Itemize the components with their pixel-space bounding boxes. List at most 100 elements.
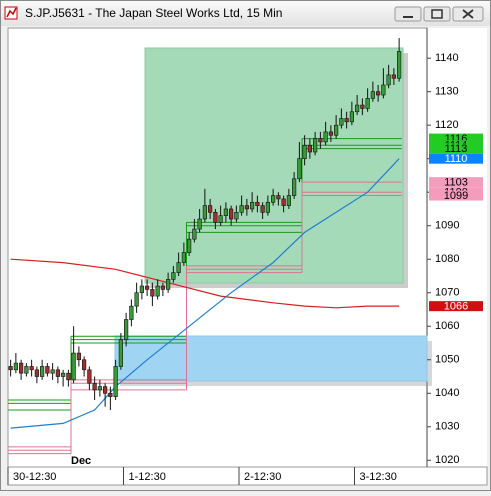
close-button[interactable] [452, 6, 484, 22]
candle-body [19, 362, 24, 374]
candle-body [307, 144, 312, 153]
price-tag [429, 143, 483, 154]
price-tag [429, 190, 483, 201]
price-axis [427, 28, 487, 467]
annotation: Dec [71, 455, 91, 467]
candle-body [208, 205, 213, 213]
candle-body [323, 131, 328, 143]
y-tick-label: 1050 [435, 354, 459, 366]
price-tag-label: 1099 [444, 190, 468, 202]
candle-body [87, 369, 92, 384]
y-tick-label: 1020 [435, 454, 459, 466]
candle-body [213, 212, 218, 223]
price-tag-label: 1113 [445, 143, 468, 155]
minimize-button[interactable] [394, 6, 422, 22]
candle-body [355, 104, 360, 113]
candle-body [244, 205, 249, 210]
price-tag-label: 1110 [445, 153, 468, 165]
x-tick-label: 1-12:30 [129, 471, 166, 483]
candle-body [29, 366, 34, 371]
candle-body [334, 124, 339, 136]
candle-body [92, 382, 97, 391]
candle-body [76, 352, 81, 361]
candle-body [202, 205, 207, 220]
candle-body [139, 285, 144, 294]
candle-body [155, 285, 160, 297]
candle-body [61, 372, 66, 377]
x-tick-label: 30-12:30 [13, 471, 56, 483]
candle-body [376, 91, 381, 96]
candle-body [260, 205, 265, 213]
candle-body [386, 74, 391, 86]
candle-body [134, 292, 139, 307]
candle-body [45, 366, 50, 374]
candle-body [344, 118, 349, 123]
candle-body [103, 386, 108, 394]
candle-body [13, 362, 18, 371]
x-tick-label: 2-12:30 [244, 471, 281, 483]
price-tag-label: 1103 [444, 177, 468, 189]
price-tag [429, 153, 483, 164]
price-tag [429, 133, 483, 144]
candle-body [150, 289, 155, 297]
app-icon [4, 6, 18, 20]
candle-body [255, 201, 260, 206]
candle-body [365, 98, 370, 109]
candle-body [187, 238, 192, 253]
candle-body [229, 208, 234, 220]
candle-body [181, 252, 186, 263]
candle-body [234, 212, 239, 220]
ma-line [10, 258, 400, 309]
candle-body [197, 218, 202, 230]
candle-body [313, 138, 318, 153]
candle-body [297, 158, 302, 180]
candle-body [113, 366, 118, 397]
price-tag [429, 301, 483, 312]
y-tick-label: 1140 [435, 52, 459, 64]
candle-body [339, 118, 344, 126]
candle-body [318, 138, 323, 143]
candle-body [265, 201, 270, 213]
candle-body [286, 195, 291, 206]
y-tick-label: 1070 [435, 287, 459, 299]
candle-body [160, 285, 165, 290]
candle-body [381, 84, 386, 96]
candle-body [108, 392, 113, 397]
candle-body [145, 285, 150, 290]
y-tick-label: 1080 [435, 253, 459, 265]
candle-body [349, 111, 354, 123]
candle-body [97, 386, 102, 391]
candle-body [292, 178, 297, 196]
candle-body [370, 91, 375, 99]
window-title: S.JP.J5631 - The Japan Steel Works Ltd, … [25, 6, 282, 20]
candle-body [129, 305, 134, 320]
price-tag-label: 1066 [444, 301, 468, 313]
y-tick-label: 1030 [435, 421, 459, 433]
y-tick-label: 1060 [435, 320, 459, 332]
candle-body [250, 201, 255, 210]
y-tick-label: 1130 [435, 86, 459, 98]
candle-body [55, 369, 60, 377]
candle-body [276, 195, 281, 200]
candle-body [82, 359, 87, 371]
series-layer: Dec [8, 38, 402, 467]
candle-body [302, 144, 307, 159]
candle-body [271, 195, 276, 203]
candle-body [192, 228, 197, 240]
candle-body [328, 131, 333, 136]
candle-body [397, 51, 402, 79]
y-tick-label: 1040 [435, 387, 459, 399]
candle-body [66, 372, 71, 381]
candle-body [118, 339, 123, 367]
candle-body [176, 262, 181, 273]
y-tick-label: 1090 [435, 220, 459, 232]
x-tick-label: 3-12:30 [360, 471, 397, 483]
candle-body [40, 366, 45, 377]
candle-body [50, 369, 55, 374]
restore-button[interactable] [423, 6, 451, 22]
candle-body [124, 319, 129, 340]
candle-body [166, 279, 171, 290]
candle-body [223, 208, 228, 216]
candle-body [8, 366, 13, 371]
